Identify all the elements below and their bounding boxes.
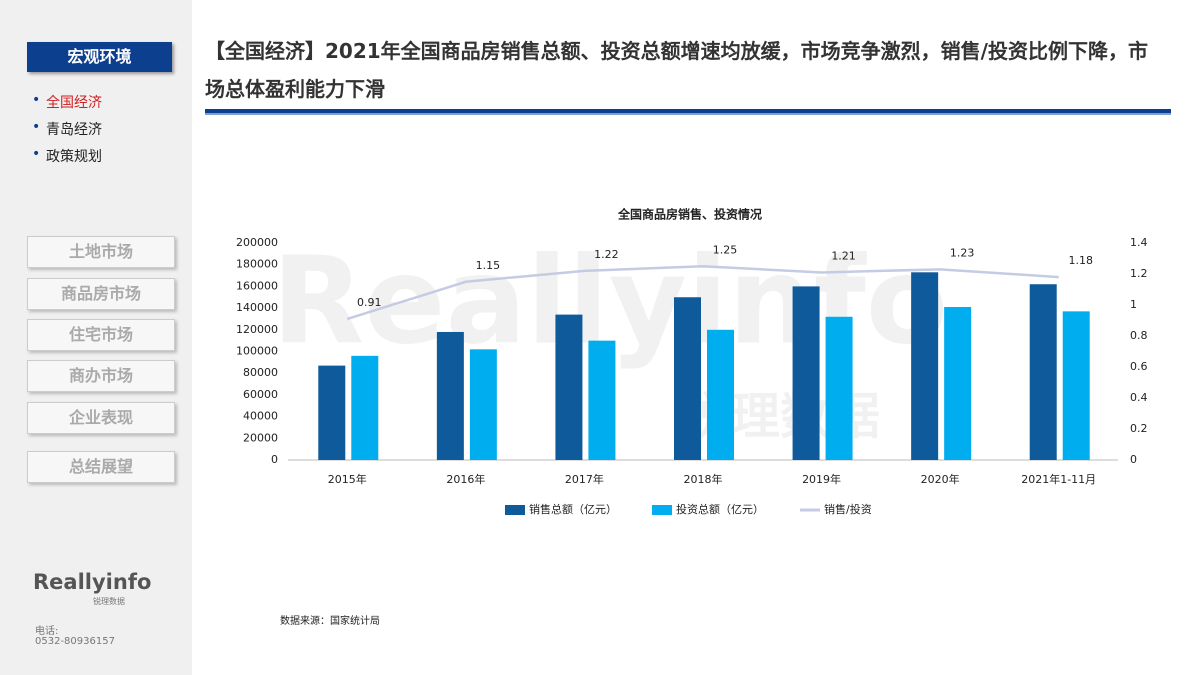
y-tick-label: 40000 xyxy=(243,410,278,423)
chart-title: 全国商品房销售、投资情况 xyxy=(617,207,762,222)
bar xyxy=(674,297,701,460)
legend-swatch xyxy=(505,505,525,515)
logo-sub: 锐理数据 xyxy=(93,597,125,606)
bar xyxy=(555,314,583,460)
logo: Reallyinfo xyxy=(33,570,152,594)
data-label: 1.22 xyxy=(594,248,619,261)
y2-tick-label: 0.8 xyxy=(1130,329,1148,342)
legend-swatch xyxy=(652,505,672,515)
bar xyxy=(792,286,820,460)
y2-tick-label: 1 xyxy=(1130,298,1137,311)
bar xyxy=(436,331,464,460)
bar xyxy=(1062,311,1090,460)
nav-button[interactable]: 土地市场 xyxy=(27,236,175,268)
phone: 0532-80936157 xyxy=(35,636,115,647)
bar xyxy=(588,340,616,460)
bar xyxy=(469,349,497,460)
y-tick-label: 0 xyxy=(271,453,278,466)
y-tick-label: 140000 xyxy=(236,301,278,314)
y2-tick-label: 1.4 xyxy=(1130,236,1148,249)
x-tick-label: 2018年 xyxy=(684,472,723,486)
nav-button[interactable]: 商品房市场 xyxy=(27,278,175,310)
sub-item[interactable]: 政策规划 xyxy=(32,146,102,166)
y2-tick-label: 0.2 xyxy=(1130,422,1148,435)
bar xyxy=(707,329,734,460)
y-tick-label: 180000 xyxy=(236,258,278,271)
y2-tick-label: 0 xyxy=(1130,453,1137,466)
nav-button[interactable]: 商办市场 xyxy=(27,360,175,392)
x-tick-label: 2015年 xyxy=(328,472,367,486)
y-tick-label: 60000 xyxy=(243,388,278,401)
active-tab[interactable]: 宏观环境 xyxy=(27,42,172,72)
y2-tick-label: 1.2 xyxy=(1130,267,1148,280)
y2-tick-label: 0.6 xyxy=(1130,360,1148,373)
data-label: 1.15 xyxy=(476,259,501,272)
nav-button[interactable]: 总结展望 xyxy=(27,451,175,483)
y2-tick-label: 0.4 xyxy=(1130,391,1148,404)
legend-label: 销售/投资 xyxy=(824,502,872,516)
legend-label: 销售总额（亿元） xyxy=(529,502,617,516)
sub-item[interactable]: 全国经济 xyxy=(32,92,102,112)
sidebar: 宏观环境 全国经济 青岛经济 政策规划 土地市场 商品房市场 住宅市场 商办市场… xyxy=(0,0,192,675)
x-tick-label: 2021年1-11月 xyxy=(1021,472,1096,486)
x-tick-label: 2020年 xyxy=(921,472,960,486)
y-tick-label: 100000 xyxy=(236,345,278,358)
nav-button[interactable]: 企业表现 xyxy=(27,402,175,434)
line xyxy=(346,264,1059,321)
source: 数据来源：国家统计局 xyxy=(280,616,380,627)
page-title: 【全国经济】2021年全国商品房销售总额、投资总额增速均放缓，市场竞争激烈，销售… xyxy=(205,39,1148,101)
data-label: 1.21 xyxy=(831,249,856,262)
y-tick-label: 80000 xyxy=(243,366,278,379)
x-tick-label: 2019年 xyxy=(802,472,841,486)
bar xyxy=(944,307,972,460)
y-tick-label: 20000 xyxy=(243,431,278,444)
data-label: 1.23 xyxy=(950,246,975,259)
nav-button[interactable]: 住宅市场 xyxy=(27,319,175,351)
phone-label: 电话: xyxy=(35,626,59,637)
y-tick-label: 160000 xyxy=(236,279,278,292)
x-tick-label: 2016年 xyxy=(446,472,485,486)
y-tick-label: 200000 xyxy=(236,236,278,249)
y-tick-label: 120000 xyxy=(236,323,278,336)
sub-item[interactable]: 青岛经济 xyxy=(32,119,102,139)
data-label: 0.91 xyxy=(357,296,382,309)
title-rule xyxy=(205,109,1171,115)
bar xyxy=(1029,284,1057,460)
x-tick-label: 2017年 xyxy=(565,472,604,486)
bar xyxy=(318,365,346,460)
bar xyxy=(911,272,939,460)
legend-label: 投资总额（亿元） xyxy=(676,502,764,516)
data-label: 1.18 xyxy=(1068,254,1093,267)
bar xyxy=(351,355,379,460)
data-label: 1.25 xyxy=(713,243,738,256)
bar xyxy=(825,316,853,460)
